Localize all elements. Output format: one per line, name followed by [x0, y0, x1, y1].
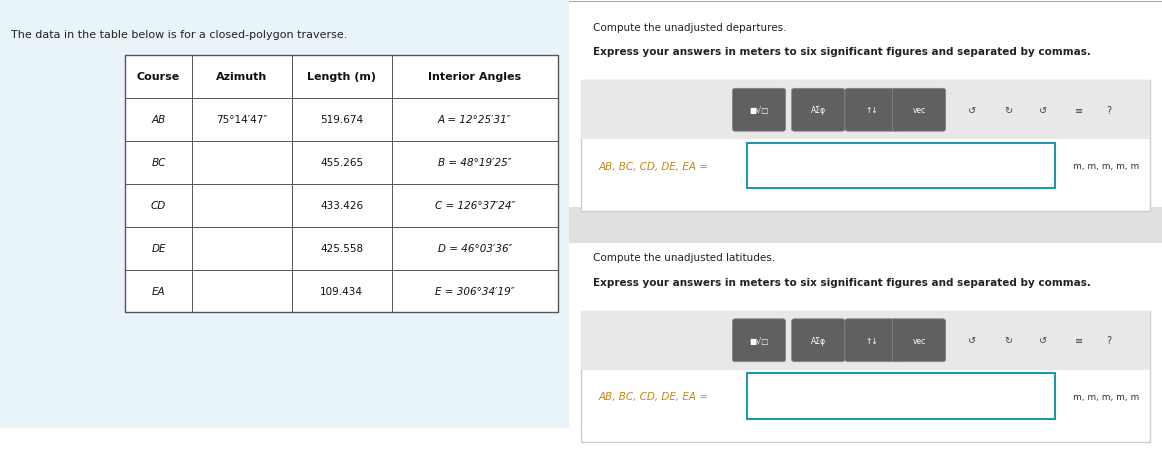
Text: Express your answers in meters to six significant figures and separated by comma: Express your answers in meters to six si…	[593, 277, 1091, 287]
Text: ↻: ↻	[1004, 336, 1012, 345]
FancyBboxPatch shape	[845, 89, 898, 132]
Text: 109.434: 109.434	[320, 286, 364, 296]
Text: 425.558: 425.558	[320, 244, 364, 253]
Text: ?: ?	[1106, 106, 1111, 115]
FancyBboxPatch shape	[569, 207, 1162, 244]
Text: Interior Angles: Interior Angles	[429, 72, 522, 82]
Text: Compute the unadjusted latitudes.: Compute the unadjusted latitudes.	[593, 253, 775, 262]
Text: ↑↓: ↑↓	[866, 336, 878, 345]
Text: AB, BC, CD, DE, EA =: AB, BC, CD, DE, EA =	[600, 391, 709, 401]
Text: BC: BC	[151, 158, 166, 168]
Text: ?: ?	[1106, 336, 1111, 345]
FancyBboxPatch shape	[581, 81, 1150, 212]
Text: Compute the unadjusted departures.: Compute the unadjusted departures.	[593, 23, 787, 32]
Text: ■√□: ■√□	[749, 106, 769, 115]
Text: m, m, m, m, m: m, m, m, m, m	[1074, 392, 1140, 400]
Text: ↺: ↺	[1040, 336, 1047, 345]
Text: The data in the table below is for a closed-polygon traverse.: The data in the table below is for a clo…	[12, 30, 347, 40]
FancyBboxPatch shape	[845, 319, 898, 362]
FancyBboxPatch shape	[892, 89, 946, 132]
Text: 519.674: 519.674	[320, 115, 364, 125]
Text: EA: EA	[152, 286, 165, 296]
Text: B = 48°19′25″: B = 48°19′25″	[438, 158, 511, 168]
Text: vec: vec	[912, 336, 926, 345]
FancyBboxPatch shape	[0, 0, 569, 428]
Text: m, m, m, m, m: m, m, m, m, m	[1074, 162, 1140, 170]
FancyBboxPatch shape	[791, 89, 845, 132]
Text: DE: DE	[151, 244, 166, 253]
FancyBboxPatch shape	[732, 319, 786, 362]
FancyBboxPatch shape	[581, 311, 1150, 370]
Text: CD: CD	[151, 201, 166, 211]
FancyBboxPatch shape	[791, 319, 845, 362]
Text: ↑↓: ↑↓	[866, 106, 878, 115]
FancyBboxPatch shape	[732, 89, 786, 132]
Text: AΣφ: AΣφ	[811, 336, 826, 345]
Text: ≡: ≡	[1075, 106, 1083, 115]
FancyBboxPatch shape	[581, 81, 1150, 140]
Text: E = 306°34′19″: E = 306°34′19″	[435, 286, 515, 296]
Text: D = 46°03′36″: D = 46°03′36″	[438, 244, 512, 253]
Text: vec: vec	[912, 106, 926, 115]
Text: ↺: ↺	[968, 336, 976, 345]
FancyBboxPatch shape	[581, 311, 1150, 442]
Text: AB: AB	[151, 115, 166, 125]
Text: ↻: ↻	[1004, 106, 1012, 115]
Text: A = 12°25′31″: A = 12°25′31″	[438, 115, 511, 125]
Text: 75°14′47″: 75°14′47″	[216, 115, 267, 125]
FancyBboxPatch shape	[747, 144, 1055, 189]
Text: Azimuth: Azimuth	[216, 72, 267, 82]
Text: ↺: ↺	[968, 106, 976, 115]
FancyBboxPatch shape	[747, 373, 1055, 419]
Text: Length (m): Length (m)	[307, 72, 376, 82]
Text: C = 126°37′24″: C = 126°37′24″	[435, 201, 515, 211]
Text: AΣφ: AΣφ	[811, 106, 826, 115]
Text: ≡: ≡	[1075, 336, 1083, 345]
Text: 433.426: 433.426	[320, 201, 364, 211]
Text: 455.265: 455.265	[320, 158, 364, 168]
Text: AB, BC, CD, DE, EA =: AB, BC, CD, DE, EA =	[600, 161, 709, 171]
Text: ↺: ↺	[1040, 106, 1047, 115]
Text: Express your answers in meters to six significant figures and separated by comma: Express your answers in meters to six si…	[593, 47, 1091, 57]
Bar	[125, 56, 558, 313]
Text: Course: Course	[137, 72, 180, 82]
FancyBboxPatch shape	[892, 319, 946, 362]
Text: ■√□: ■√□	[749, 336, 769, 345]
